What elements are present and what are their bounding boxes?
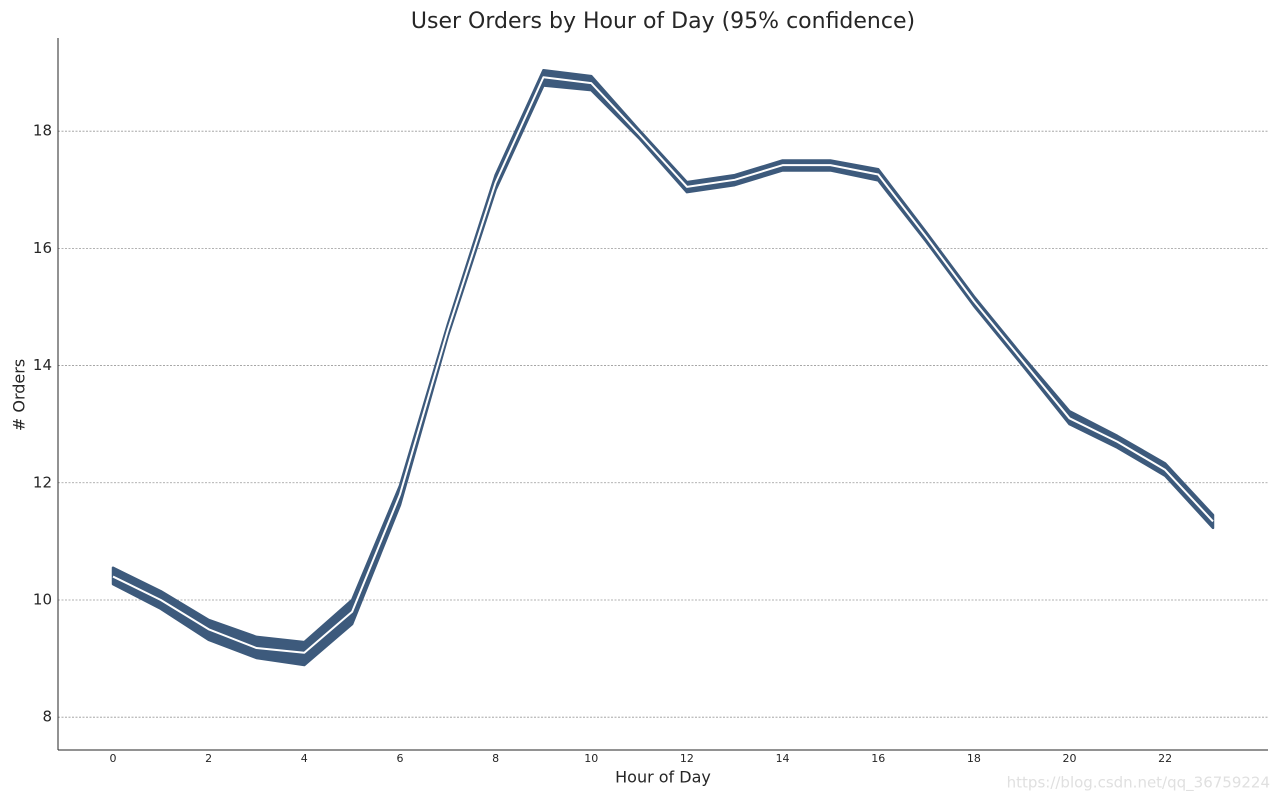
x-tick-label: 20 bbox=[1063, 752, 1077, 765]
y-tick-label: 12 bbox=[33, 473, 52, 491]
x-tick-label: 12 bbox=[680, 752, 694, 765]
x-tick-label: 0 bbox=[110, 752, 117, 765]
y-tick-label: 8 bbox=[42, 708, 52, 726]
x-tick-label: 22 bbox=[1158, 752, 1172, 765]
chart-title: User Orders by Hour of Day (95% confiden… bbox=[411, 9, 915, 34]
x-tick-label: 2 bbox=[205, 752, 212, 765]
x-tick-label: 18 bbox=[967, 752, 981, 765]
x-tick-label: 16 bbox=[871, 752, 885, 765]
mean-line bbox=[112, 76, 1214, 654]
y-axis-label: # Orders bbox=[10, 359, 29, 431]
watermark: https://blog.csdn.net/qq_36759224 bbox=[1007, 774, 1270, 793]
y-tick-label: 10 bbox=[33, 590, 52, 608]
y-tick-label: 14 bbox=[33, 356, 52, 374]
x-tick-label: 8 bbox=[492, 752, 499, 765]
x-tick-label: 4 bbox=[301, 752, 308, 765]
x-tick-label: 14 bbox=[776, 752, 790, 765]
confidence-band bbox=[111, 68, 1215, 667]
y-tick-label: 18 bbox=[33, 122, 52, 140]
y-tick-label: 16 bbox=[33, 239, 52, 257]
x-tick-label: 10 bbox=[584, 752, 598, 765]
x-tick-label: 6 bbox=[396, 752, 403, 765]
x-axis-label: Hour of Day bbox=[615, 768, 711, 787]
